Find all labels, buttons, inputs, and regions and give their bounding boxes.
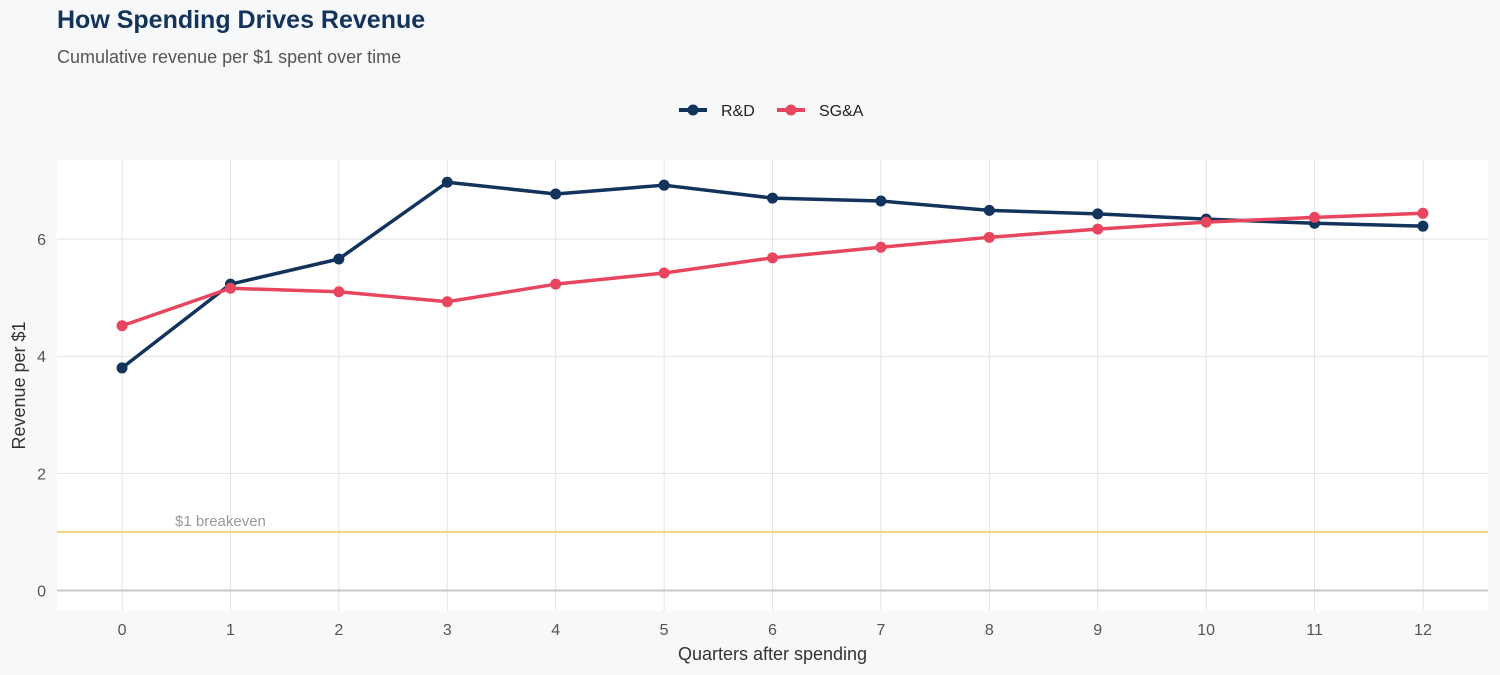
x-tick-label: 11	[1306, 622, 1323, 639]
y-tick-label: 2	[37, 466, 46, 483]
x-tick-label: 8	[985, 622, 994, 639]
data-point	[116, 320, 128, 332]
data-point	[658, 267, 670, 279]
legend-label: SG&A	[819, 103, 864, 120]
x-tick-label: 3	[443, 622, 452, 639]
x-axis-label: Quarters after spending	[678, 644, 867, 664]
data-point	[1092, 208, 1104, 220]
x-tick-label: 9	[1093, 622, 1102, 639]
data-point	[767, 252, 778, 264]
x-tick-label: 4	[551, 622, 560, 639]
data-point	[441, 176, 453, 188]
x-tick-label: 2	[334, 622, 343, 639]
data-point	[333, 253, 345, 265]
data-point	[658, 179, 670, 191]
data-point	[1200, 216, 1212, 228]
x-tick-label: 0	[118, 622, 127, 639]
data-point	[875, 195, 887, 207]
y-tick-label: 4	[37, 349, 46, 366]
breakeven-label: $1 breakeven	[175, 513, 266, 530]
x-tick-label: 12	[1414, 622, 1432, 639]
data-point	[767, 192, 778, 204]
data-point	[1417, 220, 1429, 232]
data-point	[875, 241, 887, 253]
data-point	[116, 362, 128, 374]
x-tick-label: 6	[768, 622, 777, 639]
legend-key-point	[785, 104, 797, 116]
y-tick-label: 6	[37, 232, 46, 249]
data-point	[441, 296, 453, 308]
x-tick-label: 1	[226, 622, 235, 639]
y-tick-label: 0	[37, 584, 46, 601]
data-point	[983, 231, 995, 243]
chart-subtitle: Cumulative revenue per $1 spent over tim…	[57, 47, 402, 67]
data-point	[550, 278, 562, 290]
data-point	[333, 286, 345, 298]
data-point	[1417, 207, 1429, 219]
data-point	[224, 282, 236, 294]
data-point	[1309, 211, 1321, 223]
x-tick-label: 7	[876, 622, 885, 639]
series-1	[116, 207, 1429, 332]
y-axis-label: Revenue per $1	[9, 321, 29, 449]
legend-key-point	[687, 104, 699, 116]
data-point	[1092, 223, 1104, 235]
x-tick-label: 5	[660, 622, 669, 639]
legend-label: R&D	[721, 103, 755, 120]
data-point	[983, 204, 995, 216]
data-point	[550, 188, 562, 200]
x-tick-label: 10	[1197, 622, 1215, 639]
chart-title: How Spending Drives Revenue	[57, 6, 426, 34]
